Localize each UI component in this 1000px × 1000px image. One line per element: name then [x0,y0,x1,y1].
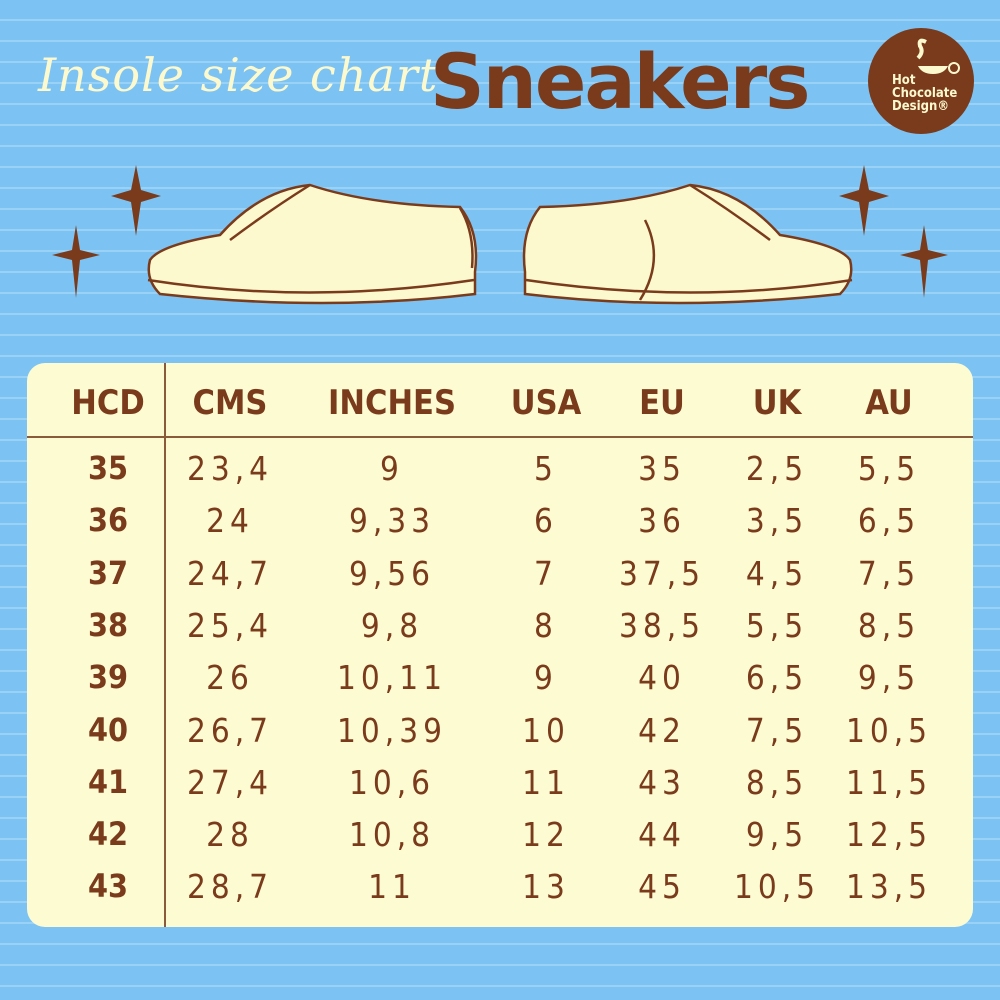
table-cell: 4,5 [745,553,809,593]
table-cell: 8,5 [857,605,921,645]
header-divider [27,436,973,438]
table-cell: 3,5 [745,501,809,541]
table-cell: 28,7 [186,867,274,907]
shoes-illustration [52,165,948,305]
hcd-size: 36 [87,501,129,540]
table-cell: 9 [534,658,558,698]
table-cell: 5 [534,449,558,488]
table-cell: 28 [206,815,254,855]
table-cell: 9,33 [348,501,436,541]
table-cell: 43 [638,762,686,802]
column-header-usa: USA [510,383,582,423]
table-cell: 11 [522,762,570,802]
table-cell: 10,8 [348,815,436,855]
table-cell: 6,5 [745,658,809,698]
table-cell: 10,5 [733,867,821,907]
table-cell: 8 [534,605,558,645]
table-cell: 5,5 [745,605,809,645]
table-cell: 2,5 [745,449,809,488]
left-shoe [147,183,478,305]
table-cell: 11 [368,867,416,907]
logo-line: Hot [892,73,916,88]
logo-line: Design® [892,99,950,114]
hcd-size: 37 [87,553,129,592]
column-header-uk: UK [752,383,802,423]
hcd-size: 38 [87,605,129,644]
table-cell: 8,5 [745,762,809,802]
table-cell: 10,5 [845,710,933,750]
star-icon [52,165,948,298]
table-cell: 5,5 [857,449,921,488]
hcd-size: 40 [87,710,129,749]
hcd-size: 35 [87,449,129,487]
table-cell: 9,56 [348,553,436,593]
table-cell: 6 [534,501,558,541]
column-divider [164,363,166,927]
column-header-hcd: HCD [71,383,145,423]
table-cell: 36 [638,501,686,541]
column-header-au: AU [865,383,913,423]
logo-line: Chocolate [892,86,958,101]
table-cell: 40 [638,658,686,698]
cup-icon [916,38,960,74]
column-header-cms: CMS [192,383,268,423]
table-cell: 9,8 [360,605,424,645]
table-cell: 7 [534,553,558,593]
table-cell: 10,6 [348,762,436,802]
table-cell: 25,4 [186,605,274,645]
size-table: HCD CMS INCHES USA EU UK AU 35 23,4 9 5 35 2,5 5,5 36 2… [27,363,973,927]
table-cell: 23,4 [186,449,274,488]
table-cell: 6,5 [857,501,921,541]
table-cell: 24,7 [186,553,274,593]
table-cell: 9,5 [857,658,921,698]
table-cell: 35 [638,449,686,488]
table-cell: 12,5 [845,815,933,855]
table-cell: 13,5 [845,867,933,907]
table-cell: 24 [206,501,254,541]
hcd-size: 39 [87,658,129,697]
column-header-eu: EU [639,383,685,423]
table-cell: 13 [522,867,570,907]
table-cell: 26 [206,658,254,698]
table-cell: 7,5 [745,710,809,750]
table-cell: 10,39 [337,710,447,750]
right-shoe [522,183,853,305]
hcd-size: 41 [87,762,129,801]
table-cell: 7,5 [857,553,921,593]
table-cell: 9,5 [745,815,809,855]
page-title: Sneakers [430,37,810,126]
brand-logo: Hot Chocolate Design® [868,28,974,134]
hcd-size: 43 [87,867,129,906]
table-cell: 9 [380,449,404,488]
subtitle: Insole size chart [38,48,439,102]
table-cell: 44 [638,815,686,855]
table-cell: 10,11 [337,658,447,698]
table-cell: 10 [522,710,570,750]
table-cell: 38,5 [618,605,706,645]
column-header-inches: INCHES [328,383,456,423]
table-cell: 26,7 [186,710,274,750]
table-cell: 45 [638,867,686,907]
table-cell: 42 [638,710,686,750]
table-cell: 11,5 [845,762,933,802]
table-cell: 12 [522,815,570,855]
table-cell: 27,4 [186,762,274,802]
table-cell: 37,5 [618,553,706,593]
hcd-size: 42 [87,815,129,854]
